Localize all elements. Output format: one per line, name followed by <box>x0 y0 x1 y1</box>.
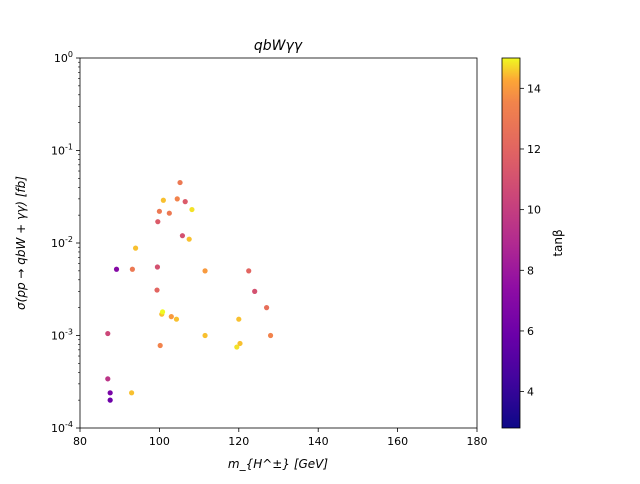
data-point <box>129 266 135 272</box>
plot-background <box>80 58 477 428</box>
x-axis: 80 100 120 140 160 180 <box>73 428 488 448</box>
x-axis-label: m_{H^±} [GeV] <box>228 457 328 471</box>
data-point <box>132 245 139 251</box>
data-point <box>129 390 135 396</box>
y-tick-label: 10-3 <box>51 328 73 343</box>
colorbar-label: tanβ <box>551 229 565 256</box>
data-point <box>155 219 161 225</box>
data-point <box>182 199 188 205</box>
data-point <box>160 197 166 203</box>
colorbar-tick-label: 8 <box>527 264 534 277</box>
x-tick-label: 160 <box>387 435 408 448</box>
data-point <box>154 264 161 270</box>
data-point <box>113 266 120 272</box>
x-tick-label: 140 <box>308 435 329 448</box>
data-point <box>107 390 113 396</box>
colorbar-tick-label: 14 <box>527 82 541 95</box>
data-point <box>168 314 174 320</box>
data-point <box>263 305 270 311</box>
data-point <box>189 206 195 213</box>
data-point <box>157 342 163 349</box>
data-point <box>107 397 113 403</box>
data-point <box>252 288 258 294</box>
colorbar: 4 6 8 10 12 14 tanβ <box>501 57 565 429</box>
data-point <box>179 233 186 239</box>
data-point <box>237 340 243 347</box>
data-point <box>156 208 162 214</box>
x-tick-label: 100 <box>149 435 170 448</box>
colorbar-gradient <box>501 57 521 429</box>
plot-area <box>79 57 478 429</box>
y-tick-label: 10-1 <box>51 143 73 158</box>
y-tick-label: 10-4 <box>51 420 73 435</box>
x-tick-label: 120 <box>228 435 249 448</box>
data-point <box>154 287 160 293</box>
data-point <box>173 316 180 322</box>
data-point <box>202 268 208 274</box>
y-axis-label: σ(pp → qbW + γγ) [fb] <box>14 176 28 310</box>
colorbar-tick-label: 12 <box>527 143 541 156</box>
data-point <box>174 196 180 202</box>
data-point <box>166 210 172 216</box>
y-axis: 10-4 10-3 10-2 10-1 100 <box>51 50 80 435</box>
data-point <box>186 236 192 242</box>
x-tick-label: 80 <box>73 435 87 448</box>
x-tick-label: 180 <box>467 435 488 448</box>
colorbar-tick-label: 6 <box>527 325 534 338</box>
data-points <box>105 179 274 403</box>
data-point <box>202 332 208 339</box>
data-point <box>105 376 111 382</box>
y-tick-label: 10-2 <box>51 235 73 250</box>
colorbar-tick-label: 10 <box>527 204 541 217</box>
data-point <box>267 332 274 339</box>
data-point <box>159 309 166 315</box>
y-tick-label: 100 <box>54 50 73 65</box>
data-point <box>105 330 111 337</box>
colorbar-ticks: 4 6 8 10 12 14 <box>520 82 541 399</box>
data-point <box>236 316 242 322</box>
data-point <box>246 268 252 274</box>
colorbar-tick-label: 4 <box>527 386 534 399</box>
chart-title: qbWγγ <box>254 38 303 54</box>
data-point <box>177 179 183 186</box>
data-point <box>234 344 240 350</box>
